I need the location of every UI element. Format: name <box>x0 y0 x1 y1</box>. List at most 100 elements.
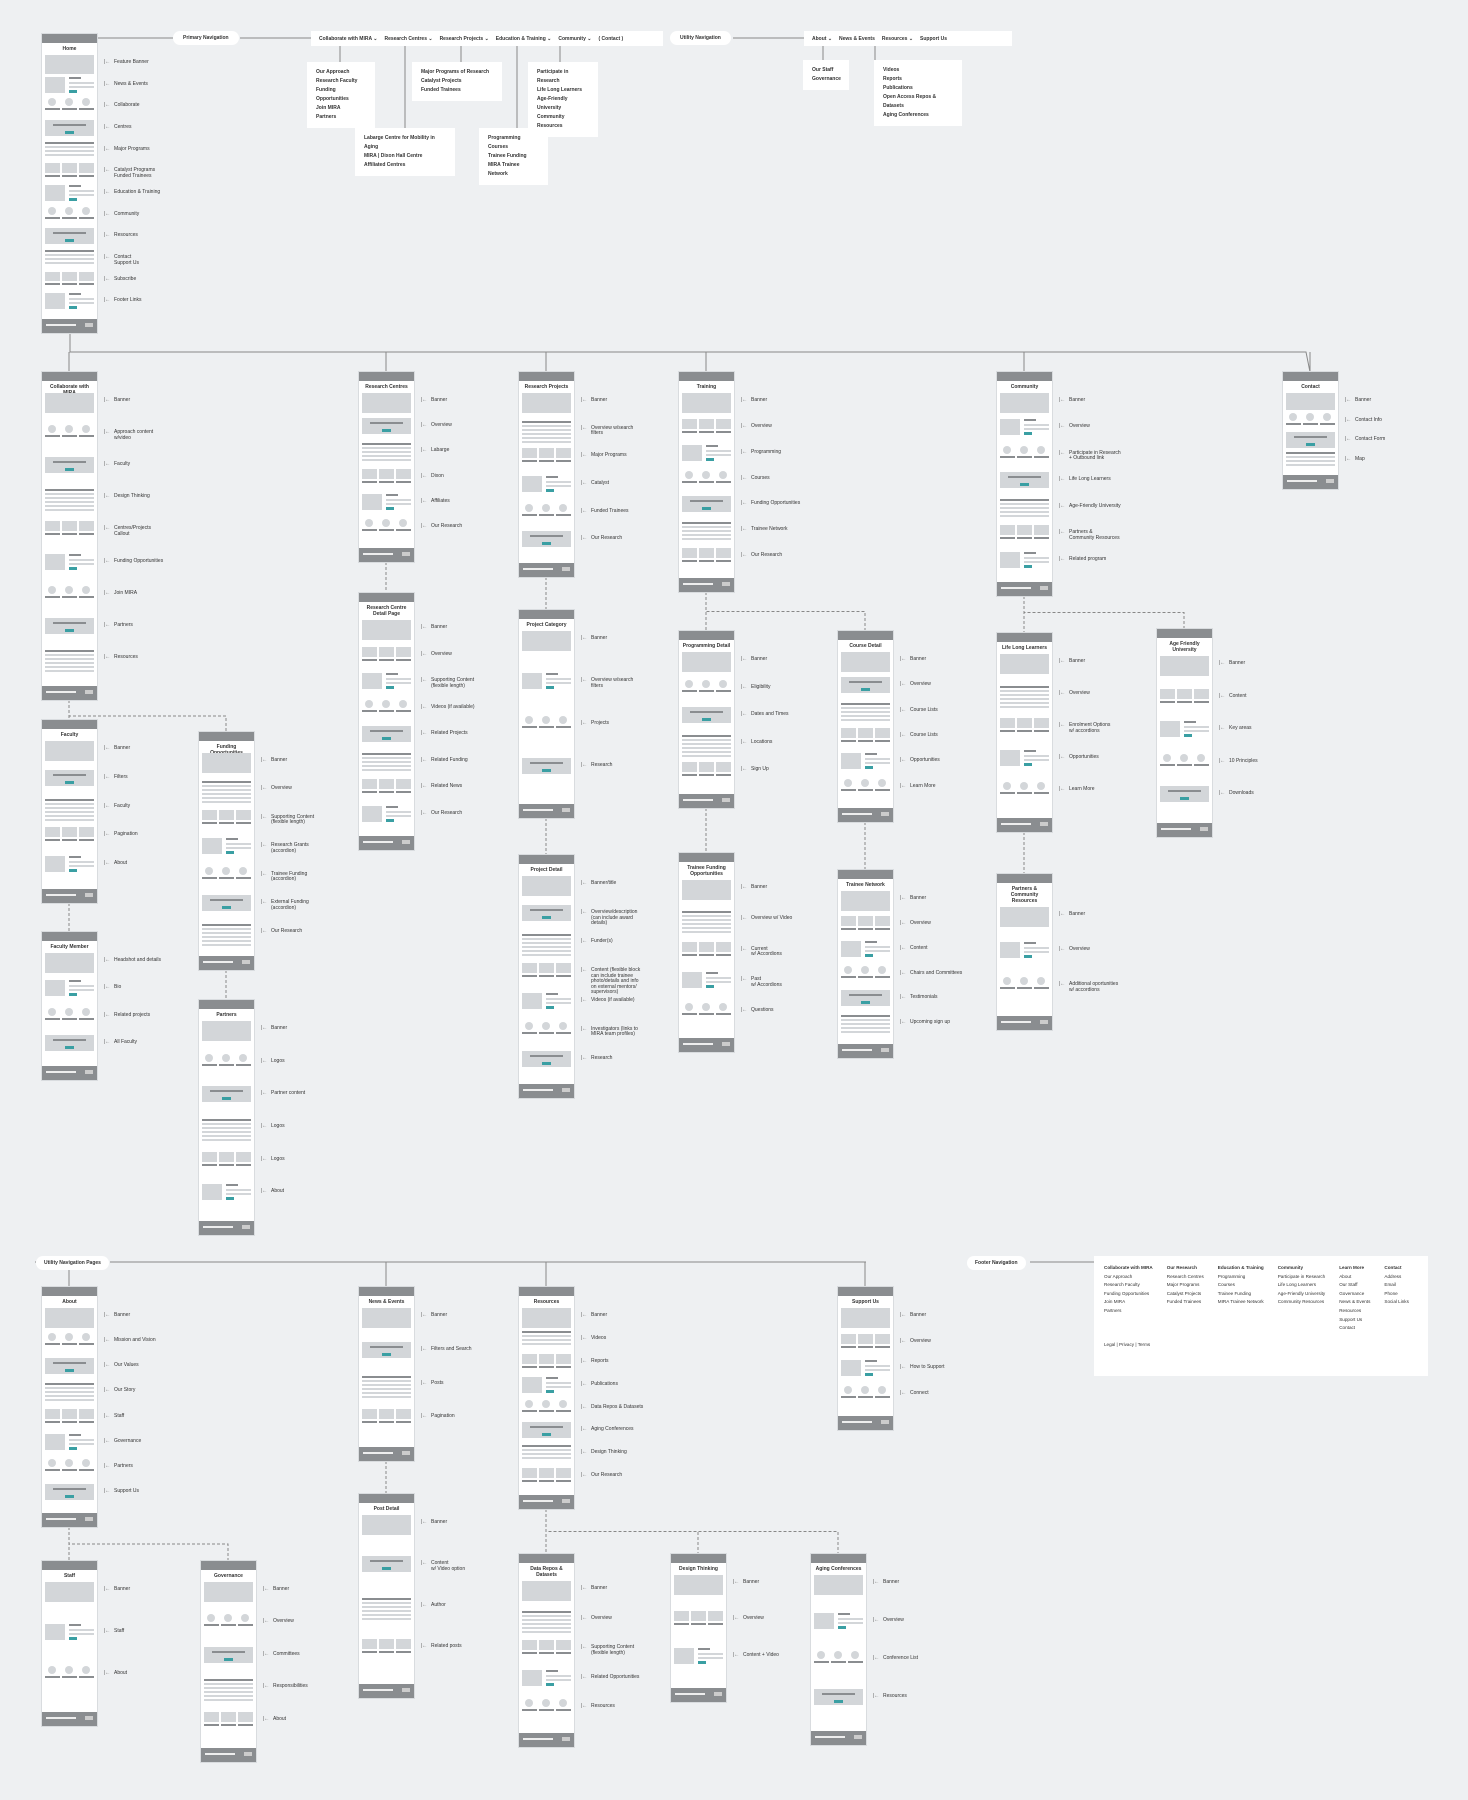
footer-link[interactable]: Funding Opportunities <box>1104 1290 1150 1296</box>
text-line[interactable] <box>226 1189 251 1192</box>
text-line[interactable] <box>522 1618 571 1621</box>
text-line[interactable] <box>396 1650 411 1653</box>
image-placeholder[interactable] <box>556 1353 571 1364</box>
banner-placeholder[interactable] <box>45 393 94 413</box>
text-line[interactable] <box>45 254 94 256</box>
section-annotation[interactable]: Current w/ Accordions <box>741 946 782 958</box>
dropdown-education[interactable]: Programming Courses Trainee Funding MIRA Tr… <box>479 128 548 185</box>
card-header-bar[interactable] <box>359 1287 414 1296</box>
footer-link[interactable]: Email <box>1384 1282 1396 1288</box>
text-line[interactable] <box>226 838 238 841</box>
text-line[interactable] <box>1000 698 1049 700</box>
avatar-placeholder[interactable] <box>65 206 73 215</box>
text-line[interactable] <box>204 1687 253 1690</box>
avatar-placeholder[interactable] <box>82 425 90 434</box>
avatar-placeholder[interactable] <box>224 1614 232 1623</box>
button-placeholder[interactable] <box>226 1197 234 1201</box>
image-placeholder[interactable] <box>674 1611 689 1622</box>
text-line[interactable] <box>1184 721 1196 724</box>
text-line[interactable] <box>841 714 890 717</box>
footer-line[interactable] <box>1161 828 1191 830</box>
dropdown-item[interactable]: Trainee Funding <box>488 153 527 159</box>
avatar-placeholder[interactable] <box>702 470 710 479</box>
footer-column[interactable]: Education & Training Programming Courses Tr… <box>1218 1264 1264 1368</box>
section-annotation[interactable]: Footer Links <box>104 298 141 304</box>
image-placeholder[interactable] <box>1000 525 1015 536</box>
nav-item[interactable]: Resources ⌄ <box>881 35 914 42</box>
card-header-bar[interactable] <box>838 870 893 879</box>
text-line[interactable] <box>1000 537 1015 540</box>
text-line[interactable] <box>69 1629 94 1631</box>
section-annotation[interactable]: Videos <box>581 1335 606 1342</box>
text-line[interactable] <box>522 946 571 949</box>
image-placeholder[interactable] <box>45 293 65 310</box>
button-placeholder[interactable] <box>386 818 394 822</box>
text-line[interactable] <box>1034 537 1049 540</box>
text-line[interactable] <box>1000 502 1049 505</box>
avatar-placeholder[interactable] <box>878 1386 886 1394</box>
text-line[interactable] <box>1024 551 1036 554</box>
text-line[interactable] <box>69 989 94 992</box>
banner-placeholder[interactable] <box>522 1308 571 1328</box>
section-annotation[interactable]: Content <box>1219 693 1246 700</box>
section-annotation[interactable]: Overview w/search filters <box>581 425 633 437</box>
section-annotation[interactable]: Research <box>581 762 613 769</box>
section-annotation[interactable]: Trainee Funding (accordion) <box>261 871 307 883</box>
text-line[interactable] <box>546 678 571 681</box>
text-line[interactable] <box>522 1630 571 1633</box>
avatar-placeholder[interactable] <box>65 1333 73 1342</box>
footer-column-title[interactable]: Our Research <box>1166 1265 1197 1270</box>
footer-button[interactable] <box>85 1517 93 1521</box>
card-header-bar[interactable] <box>199 1000 254 1009</box>
image-placeholder[interactable] <box>539 1640 554 1651</box>
avatar-placeholder[interactable] <box>65 1458 73 1467</box>
page-footer-placeholder[interactable] <box>838 808 893 822</box>
text-line[interactable] <box>682 754 731 757</box>
page-footer-placeholder[interactable] <box>359 548 414 562</box>
section-annotation[interactable]: Collaborate <box>104 103 139 109</box>
text-line[interactable] <box>69 865 94 868</box>
text-line[interactable] <box>699 953 714 956</box>
footer-button[interactable] <box>1040 586 1048 590</box>
section-annotation[interactable]: Related News <box>421 783 462 790</box>
image-placeholder[interactable] <box>716 418 731 429</box>
image-placeholder[interactable] <box>875 728 890 738</box>
text-line[interactable] <box>69 1624 81 1626</box>
text-line[interactable] <box>45 283 60 285</box>
text-line[interactable] <box>539 975 554 978</box>
image-placeholder[interactable] <box>362 805 382 822</box>
text-line[interactable] <box>1017 792 1032 794</box>
banner-placeholder[interactable] <box>674 1575 723 1595</box>
text-line[interactable] <box>45 145 94 148</box>
image-placeholder[interactable] <box>396 779 411 789</box>
page-card-staff[interactable]: Staff <box>42 1561 97 1726</box>
text-line[interactable] <box>865 1369 890 1371</box>
text-line[interactable] <box>53 1038 86 1041</box>
section-annotation[interactable]: Overview <box>263 1619 294 1625</box>
text-line[interactable] <box>838 1613 850 1615</box>
page-card-conferences[interactable]: Aging Conferences <box>811 1554 866 1745</box>
section-annotation[interactable]: Our Research <box>261 928 302 935</box>
image-placeholder[interactable] <box>539 1353 554 1364</box>
page-footer-placeholder[interactable] <box>201 1748 256 1762</box>
text-line[interactable] <box>379 480 394 483</box>
section-annotation[interactable]: Questions <box>741 1008 773 1014</box>
page-footer-placeholder[interactable] <box>42 1513 97 1527</box>
text-line[interactable] <box>875 1346 890 1348</box>
text-line[interactable] <box>45 806 94 809</box>
text-line[interactable] <box>865 1365 890 1367</box>
text-line[interactable] <box>53 124 86 126</box>
avatar-placeholder[interactable] <box>525 1699 533 1708</box>
text-line[interactable] <box>1024 419 1036 422</box>
text-line[interactable] <box>69 76 81 79</box>
text-line[interactable] <box>682 926 731 929</box>
avatar-placeholder[interactable] <box>542 1021 550 1030</box>
avatar-placeholder[interactable] <box>82 1007 90 1016</box>
section-annotation[interactable]: Major Programs <box>104 146 149 153</box>
text-line[interactable] <box>1000 792 1015 794</box>
image-placeholder[interactable] <box>814 1613 834 1629</box>
section-annotation[interactable]: Banner <box>741 884 767 891</box>
page-title[interactable]: Contact <box>1301 384 1320 390</box>
section-annotation[interactable]: Our Research <box>581 536 622 542</box>
section-annotation[interactable]: Banner <box>261 757 287 764</box>
